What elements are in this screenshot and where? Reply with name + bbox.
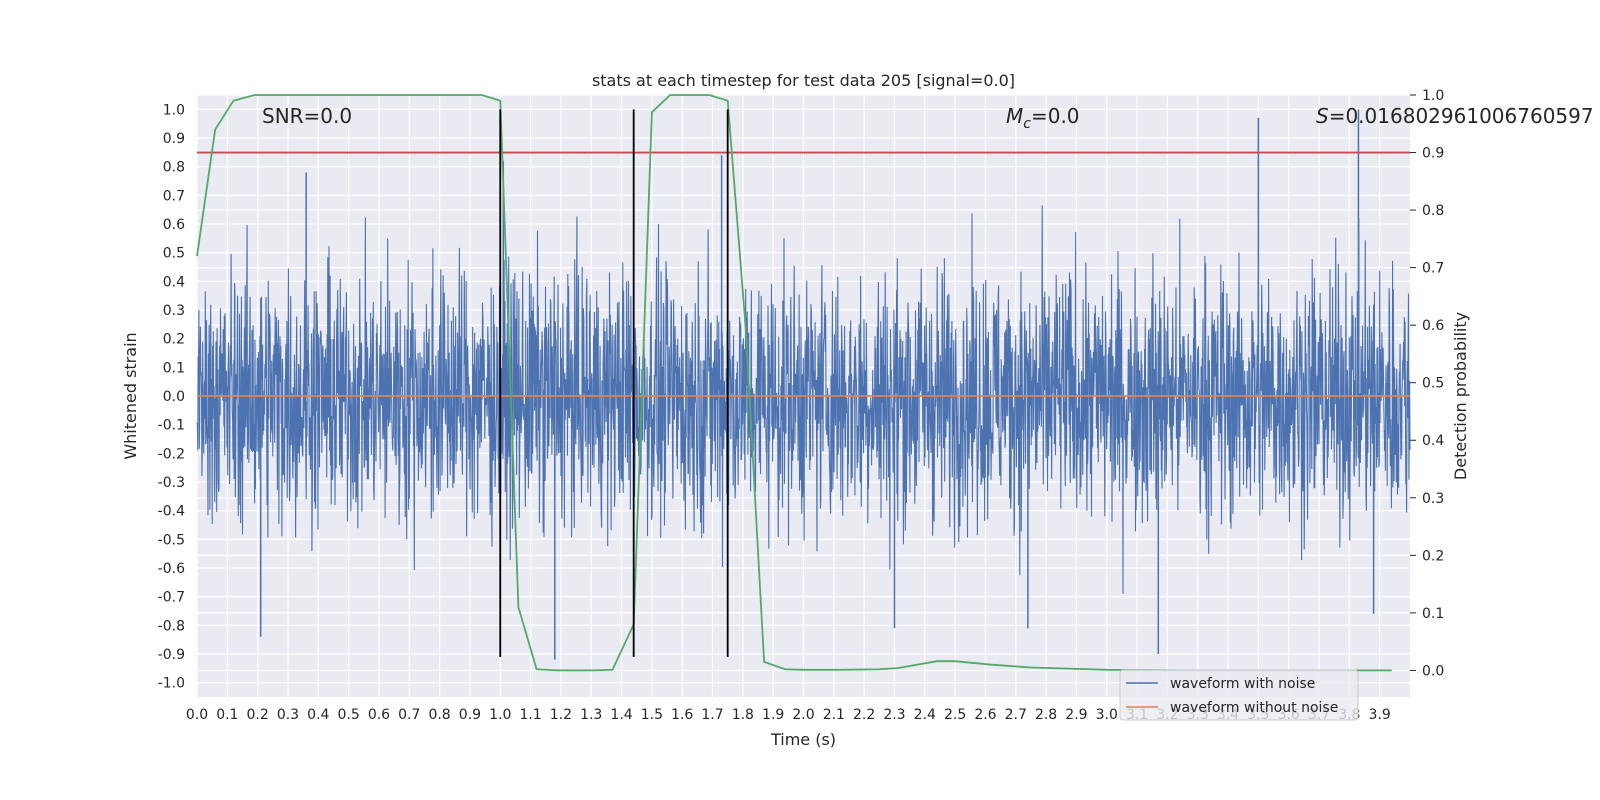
x-tick-label: 2.1	[823, 707, 845, 723]
legend-label-clean: waveform without noise	[1170, 700, 1338, 716]
x-tick-label: 2.2	[853, 707, 875, 723]
y2-tick-label: 0.0	[1422, 663, 1444, 679]
y2-axis-label: Detection probability	[1451, 312, 1470, 480]
y-tick-label: -0.9	[158, 647, 185, 663]
mc-value: =0.0	[1031, 104, 1080, 128]
x-tick-label: 3.0	[1096, 707, 1118, 723]
series-lines	[196, 94, 1410, 672]
x-tick-label: 1.3	[580, 707, 602, 723]
x-tick-label: 1.8	[732, 707, 754, 723]
y-tick-label: -0.5	[158, 532, 185, 548]
x-tick-label: 0.7	[398, 707, 420, 723]
s-value: =0.016802961006760597	[1329, 104, 1594, 128]
y-tick-label: 0.0	[163, 389, 185, 405]
x-tick-label: 1.1	[519, 707, 541, 723]
mc-subscript: c	[1023, 116, 1031, 132]
s-symbol: S	[1316, 104, 1329, 128]
y2-tick-label: 0.1	[1422, 606, 1444, 622]
x-tick-label: 3.9	[1369, 707, 1391, 723]
y-tick-label: 0.1	[163, 360, 185, 376]
x-axis-label: Time (s)	[770, 730, 836, 749]
x-tick-label: 0.0	[186, 707, 208, 723]
x-tick-label: 0.2	[247, 707, 269, 723]
chart-title: stats at each timestep for test data 205…	[592, 71, 1015, 90]
x-tick-label: 2.5	[944, 707, 966, 723]
s-annotation: S=0.016802961006760597	[1316, 104, 1594, 128]
y2-tick-label: 1.0	[1422, 88, 1444, 104]
y2-tick-label: 0.7	[1422, 261, 1444, 277]
legend: waveform with noise waveform without noi…	[1119, 669, 1359, 721]
y-tick-label: 0.3	[163, 303, 185, 319]
y2-tick-label: 0.8	[1422, 203, 1444, 219]
y-tick-label: -0.8	[158, 618, 185, 634]
x-tick-label: 0.8	[428, 707, 450, 723]
x-tick-label: 0.5	[337, 707, 359, 723]
x-tick-label: 2.3	[883, 707, 905, 723]
y-tick-label: 0.9	[163, 131, 185, 147]
y-tick-label: 0.5	[163, 246, 185, 262]
mc-symbol: M	[1006, 104, 1023, 128]
series-detection-probability	[196, 94, 1392, 672]
x-tick-label: 2.9	[1065, 707, 1087, 723]
x-tick-label: 2.6	[974, 707, 996, 723]
x-tick-label: 0.9	[459, 707, 481, 723]
x-tick-label: 2.7	[1005, 707, 1027, 723]
y-tick-label: -0.6	[158, 561, 185, 577]
legend-label-noisy: waveform with noise	[1170, 676, 1315, 692]
x-tick-label: 0.6	[368, 707, 390, 723]
x-tick-label: 1.2	[550, 707, 572, 723]
y-tick-label: 1.0	[163, 102, 185, 118]
vertical-markers	[499, 109, 729, 657]
x-tick-label: 1.5	[641, 707, 663, 723]
y2-tick-label: 0.4	[1422, 433, 1444, 449]
y-tick-label: -0.7	[158, 590, 185, 606]
legend-box	[1119, 669, 1359, 721]
y2-tick-label: 0.3	[1422, 491, 1444, 507]
y2-tick-label: 0.5	[1422, 376, 1444, 392]
y-tick-label: 0.7	[163, 188, 185, 204]
x-tick-label: 1.0	[489, 707, 511, 723]
y-tick-label: -0.4	[158, 504, 185, 520]
y-tick-label: 0.6	[163, 217, 185, 233]
x-tick-label: 0.1	[216, 707, 238, 723]
y-tick-label: -0.3	[158, 475, 185, 491]
snr-annotation: SNR=0.0	[262, 104, 352, 128]
y2-tick-label: 0.6	[1422, 318, 1444, 334]
x-tick-label: 2.0	[792, 707, 814, 723]
y-tick-label: 0.8	[163, 160, 185, 176]
y2-tick-label: 0.2	[1422, 548, 1444, 564]
y-tick-label: 0.4	[163, 274, 185, 290]
y-axis-label: Whitened strain	[121, 332, 140, 459]
x-tick-label: 0.4	[307, 707, 329, 723]
x-tick-label: 1.9	[762, 707, 784, 723]
x-tick-label: 0.3	[277, 707, 299, 723]
y-tick-label: -1.0	[158, 676, 185, 692]
y-tick-label: 0.2	[163, 332, 185, 348]
x-tick-label: 2.8	[1035, 707, 1057, 723]
y-tick-label: -0.1	[158, 418, 185, 434]
x-tick-label: 1.7	[701, 707, 723, 723]
y-tick-label: -0.2	[158, 446, 185, 462]
noise-series	[196, 109, 1411, 660]
x-tick-label: 1.4	[610, 707, 632, 723]
y2-tick-label: 0.9	[1422, 146, 1444, 162]
chirp-mass-annotation: Mc=0.0	[1006, 104, 1080, 132]
x-tick-label: 2.4	[914, 707, 936, 723]
x-tick-label: 1.6	[671, 707, 693, 723]
